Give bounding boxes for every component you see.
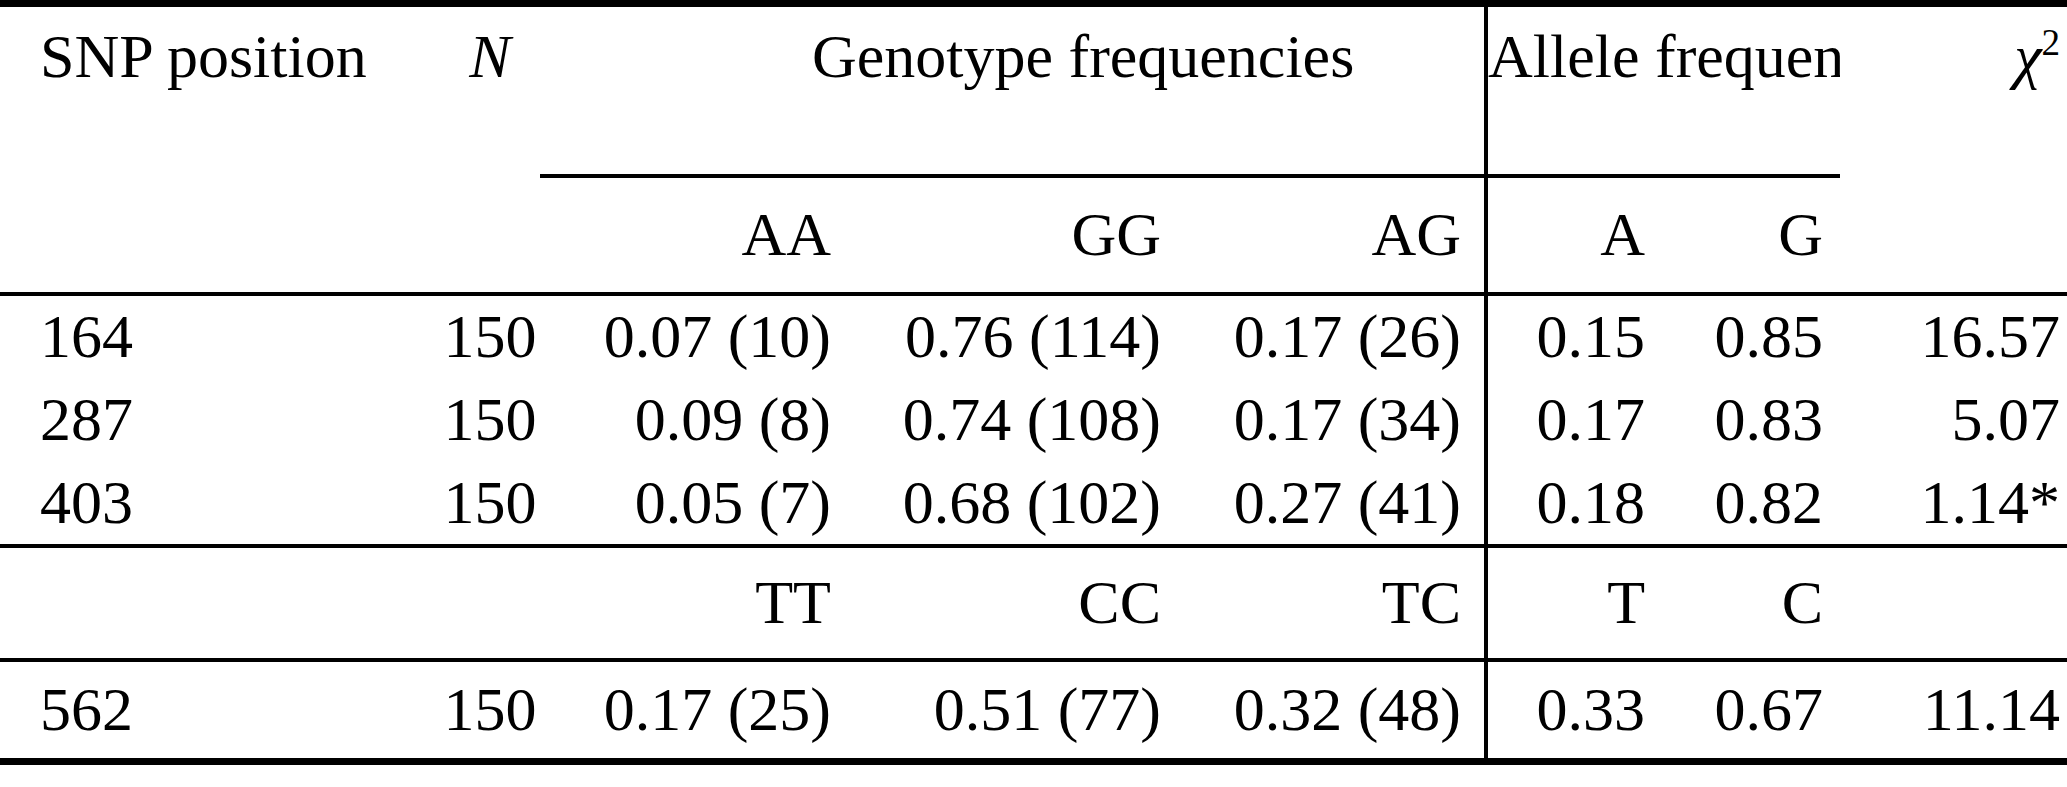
column-header-n: N xyxy=(440,4,540,294)
column-header-c: C xyxy=(1660,546,1840,660)
group-header-allele-frequencies: Allele frequencies xyxy=(1486,4,1840,176)
column-header-ag: AG xyxy=(1170,176,1486,294)
cell-n: 150 xyxy=(440,378,540,462)
cell-genotype-ag: 0.17 (34) xyxy=(1170,378,1486,462)
cell-chi-squared: 5.07 xyxy=(1840,378,2067,462)
column-header-t: T xyxy=(1486,546,1660,660)
column-header-aa: AA xyxy=(540,176,840,294)
empty-cell xyxy=(440,546,540,660)
cell-snp-position: 403 xyxy=(0,462,440,546)
cell-allele-g: 0.82 xyxy=(1660,462,1840,546)
table-row-snp-562: 562 150 0.17 (25) 0.51 (77) 0.32 (48) 0.… xyxy=(0,660,2067,762)
cell-genotype-ag: 0.17 (26) xyxy=(1170,294,1486,378)
table-row-snp-164: 164 150 0.07 (10) 0.76 (114) 0.17 (26) 0… xyxy=(0,294,2067,378)
cell-allele-t: 0.33 xyxy=(1486,660,1660,762)
header-row: SNP position N Genotype frequencies Alle… xyxy=(0,4,2067,176)
cell-chi-squared: 16.57 xyxy=(1840,294,2067,378)
cell-snp-position: 164 xyxy=(0,294,440,378)
column-header-tt: TT xyxy=(540,546,840,660)
snp-association-table: SNP position N Genotype frequencies Alle… xyxy=(0,0,2067,765)
chi-exponent: 2 xyxy=(2041,22,2060,63)
empty-cell xyxy=(1840,546,2067,660)
cell-genotype-ag: 0.27 (41) xyxy=(1170,462,1486,546)
column-header-g: G xyxy=(1660,176,1840,294)
cell-genotype-aa: 0.09 (8) xyxy=(540,378,840,462)
cell-chi-squared: 1.14* xyxy=(1840,462,2067,546)
cell-allele-g: 0.83 xyxy=(1660,378,1840,462)
column-header-a: A xyxy=(1486,176,1660,294)
empty-cell xyxy=(0,546,440,660)
cell-allele-c: 0.67 xyxy=(1660,660,1840,762)
section-tc-snp: TT CC TC T C 562 150 0.17 (25) 0.51 (77)… xyxy=(0,546,2067,762)
cell-genotype-gg: 0.74 (108) xyxy=(840,378,1170,462)
table-row-snp-403: 403 150 0.05 (7) 0.68 (102) 0.27 (41) 0.… xyxy=(0,462,2067,546)
cell-genotype-gg: 0.68 (102) xyxy=(840,462,1170,546)
column-header-tc: TC xyxy=(1170,546,1486,660)
column-header-chi-squared: χ2 xyxy=(1840,4,2067,294)
cell-genotype-tc: 0.32 (48) xyxy=(1170,660,1486,762)
cell-genotype-gg: 0.76 (114) xyxy=(840,294,1170,378)
cell-snp-position: 562 xyxy=(0,660,440,762)
cell-genotype-cc: 0.51 (77) xyxy=(840,660,1170,762)
cell-n: 150 xyxy=(440,294,540,378)
subheader-row-tc-snps: TT CC TC T C xyxy=(0,546,2067,660)
cell-snp-position: 287 xyxy=(0,378,440,462)
cell-genotype-aa: 0.05 (7) xyxy=(540,462,840,546)
cell-allele-a: 0.15 xyxy=(1486,294,1660,378)
group-header-genotype-label: Genotype frequencies xyxy=(812,21,1212,93)
cell-chi-squared: 11.14 xyxy=(1840,660,2067,762)
column-header-snp-position: SNP position xyxy=(0,4,440,294)
chi-symbol: χ xyxy=(2014,22,2041,90)
group-header-genotype-frequencies: Genotype frequencies xyxy=(540,4,1486,176)
section-ag-snps: 164 150 0.07 (10) 0.76 (114) 0.17 (26) 0… xyxy=(0,294,2067,546)
cell-allele-a: 0.17 xyxy=(1486,378,1660,462)
column-header-gg: GG xyxy=(840,176,1170,294)
column-header-cc: CC xyxy=(840,546,1170,660)
table-header: SNP position N Genotype frequencies Alle… xyxy=(0,4,2067,294)
cell-allele-a: 0.18 xyxy=(1486,462,1660,546)
table-row-snp-287: 287 150 0.09 (8) 0.74 (108) 0.17 (34) 0.… xyxy=(0,378,2067,462)
cell-n: 150 xyxy=(440,462,540,546)
cell-genotype-tt: 0.17 (25) xyxy=(540,660,840,762)
cell-allele-g: 0.85 xyxy=(1660,294,1840,378)
cell-n: 150 xyxy=(440,660,540,762)
group-header-allele-label: Allele frequencies xyxy=(1488,21,1840,93)
cell-genotype-aa: 0.07 (10) xyxy=(540,294,840,378)
